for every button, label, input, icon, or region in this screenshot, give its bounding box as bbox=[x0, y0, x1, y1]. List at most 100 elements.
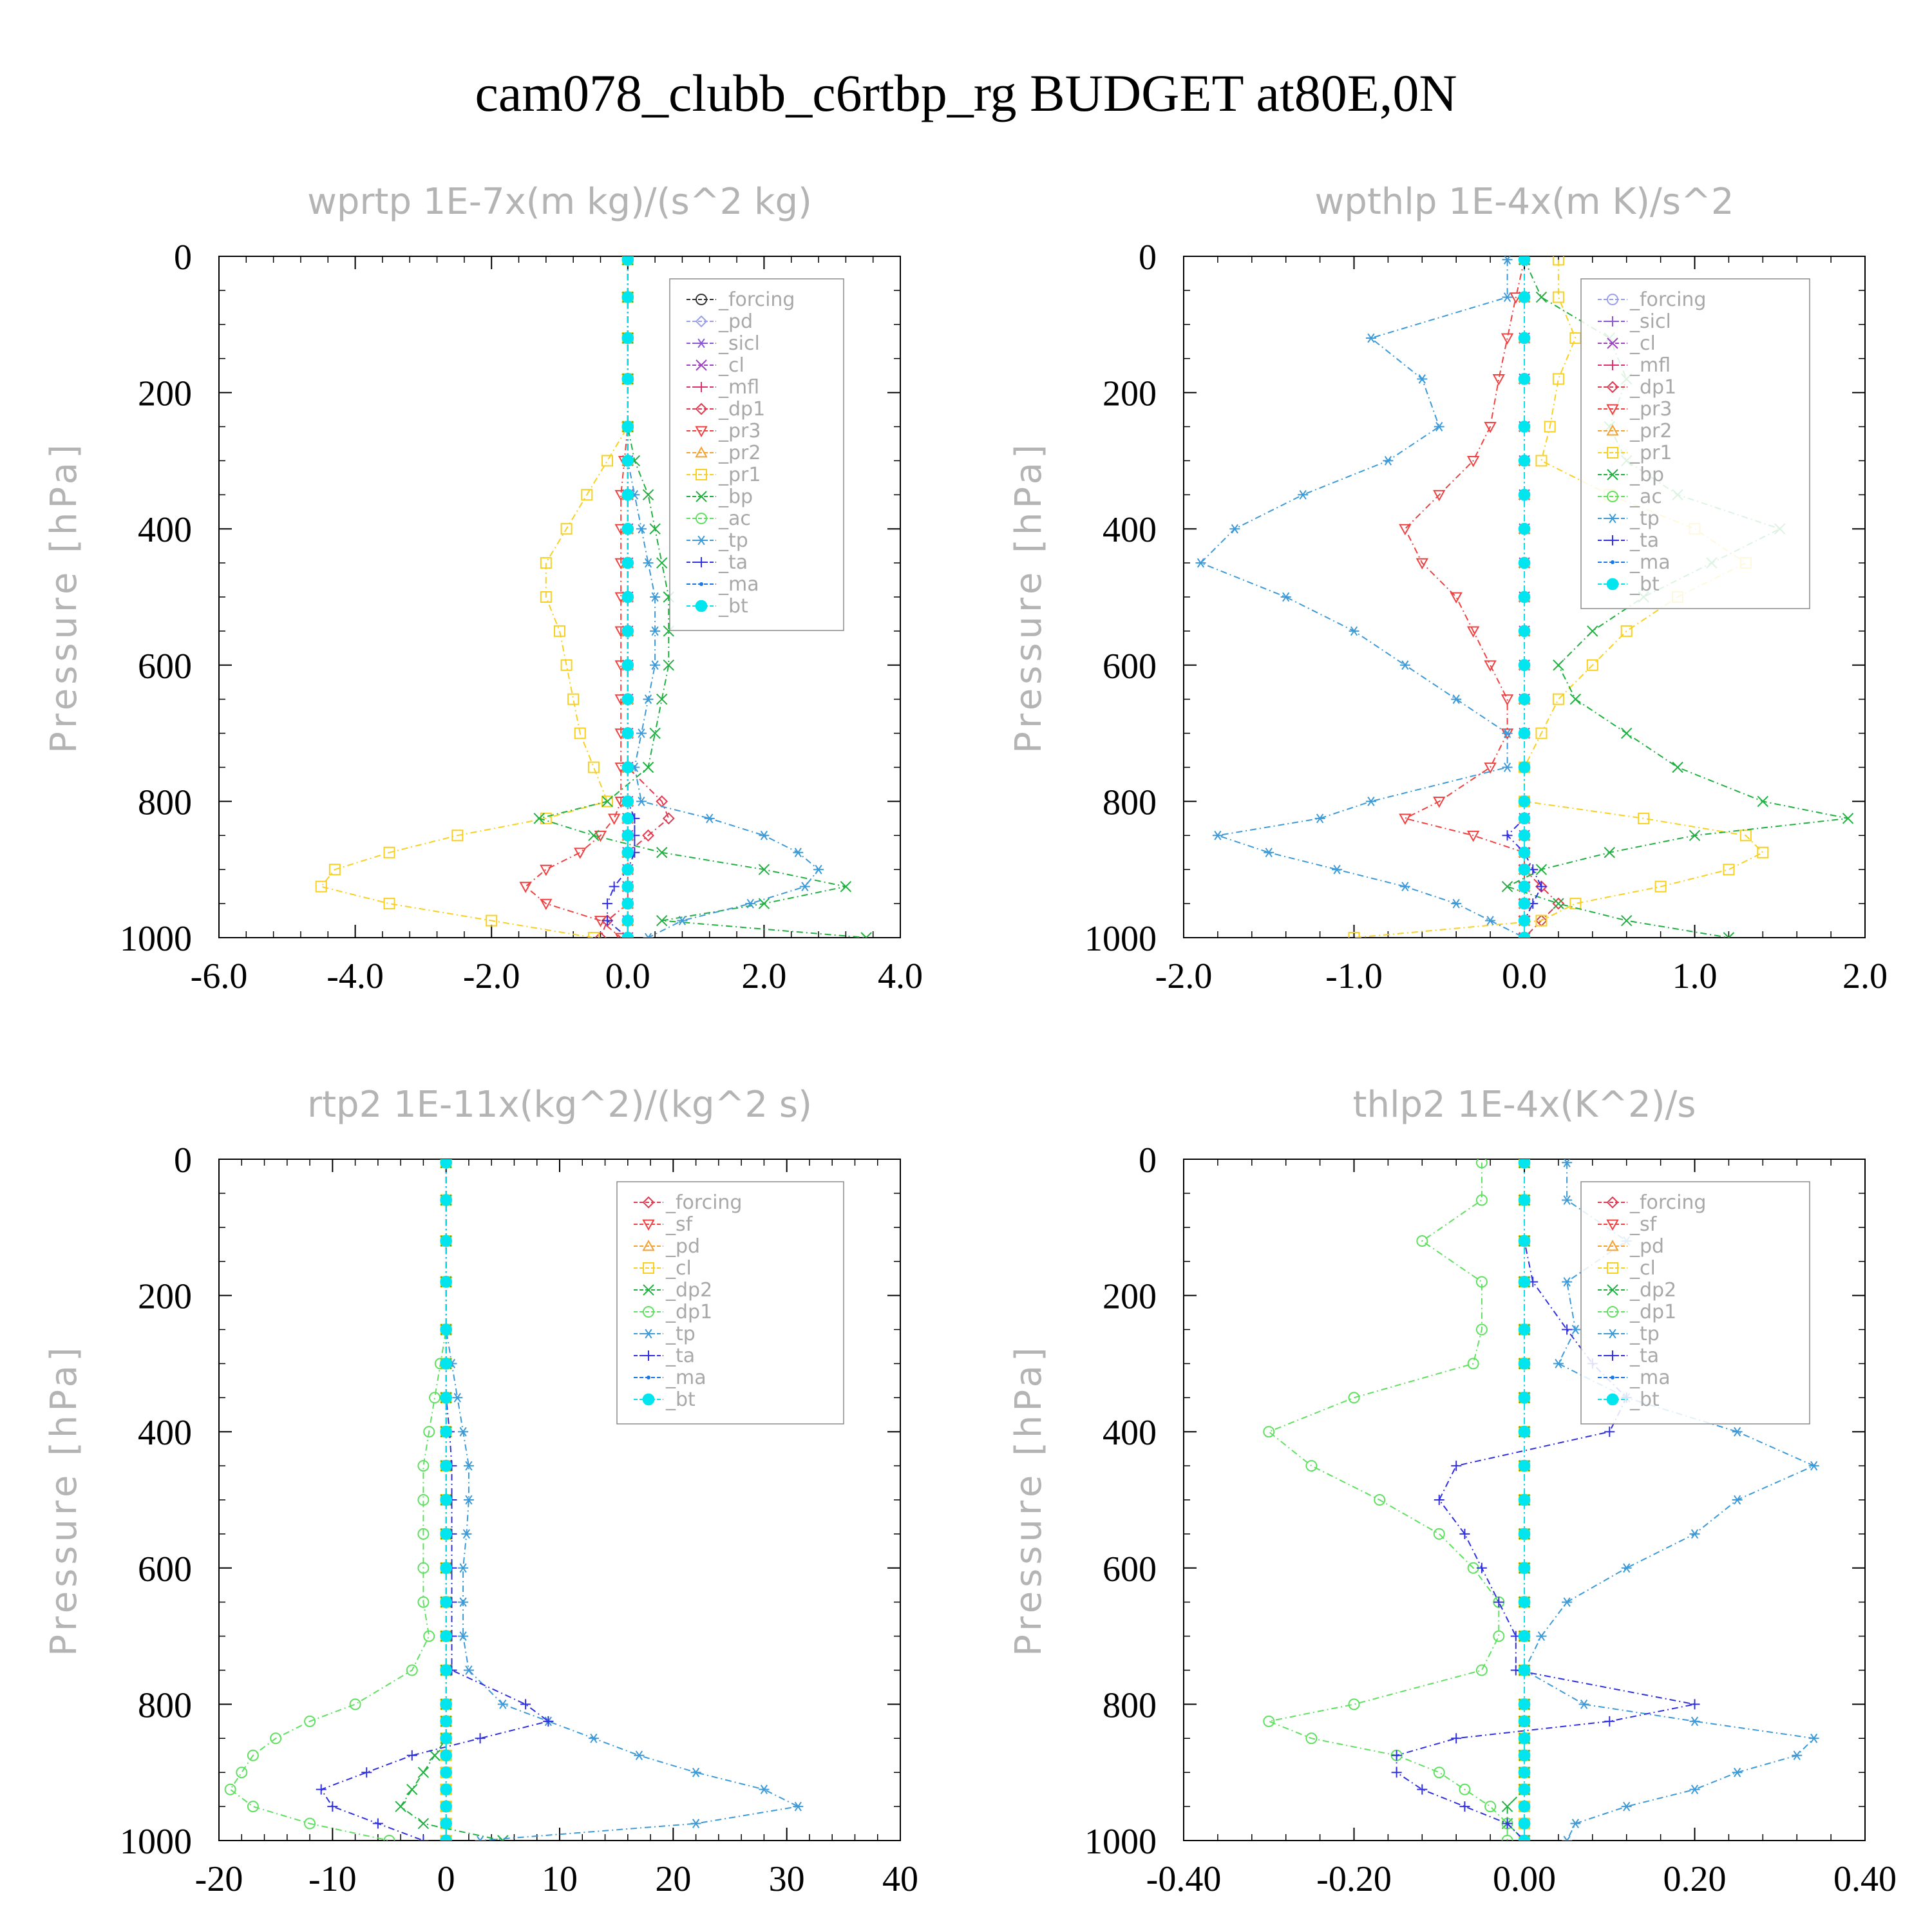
data-point bbox=[1535, 455, 1548, 467]
legend-label: _forcing bbox=[718, 289, 795, 311]
legend-marker bbox=[643, 1262, 654, 1274]
y-tick-label: 1000 bbox=[120, 1822, 192, 1862]
data-point bbox=[1501, 694, 1514, 706]
data-point bbox=[1484, 762, 1497, 774]
legend-marker bbox=[1606, 1393, 1619, 1406]
data-point bbox=[1569, 898, 1582, 910]
data-point bbox=[1518, 291, 1531, 303]
data-point bbox=[1518, 1528, 1531, 1540]
data-point bbox=[601, 795, 614, 808]
legend-marker bbox=[696, 491, 707, 502]
data-point bbox=[649, 727, 661, 739]
data-point bbox=[1792, 1750, 1803, 1761]
data-point bbox=[621, 591, 634, 603]
legend-item: _forcing bbox=[1598, 1191, 1706, 1214]
data-point bbox=[663, 659, 674, 671]
data-point bbox=[636, 728, 647, 738]
data-point bbox=[642, 761, 654, 773]
data-point bbox=[621, 880, 634, 893]
data-point bbox=[1518, 761, 1531, 773]
data-point bbox=[423, 1630, 435, 1642]
legend-marker bbox=[695, 315, 708, 328]
data-point bbox=[1475, 1159, 1488, 1169]
x-tick-label: 10 bbox=[542, 1859, 578, 1899]
data-point bbox=[1518, 1493, 1531, 1506]
legend-item: _tp bbox=[1598, 507, 1660, 530]
x-tick-label: -0.40 bbox=[1146, 1859, 1222, 1899]
legend-label: _sf bbox=[665, 1213, 694, 1236]
data-point bbox=[1263, 1426, 1275, 1438]
legend-item: _dp2 bbox=[1598, 1279, 1676, 1302]
x-tick-label: 0 bbox=[437, 1859, 455, 1899]
data-point bbox=[602, 915, 613, 926]
data-point bbox=[1263, 1715, 1275, 1727]
data-point bbox=[440, 1323, 452, 1336]
data-point bbox=[643, 558, 654, 568]
legend-label: _sicl bbox=[718, 332, 760, 355]
legend-marker bbox=[699, 582, 703, 586]
data-point bbox=[1518, 1766, 1531, 1779]
data-point bbox=[418, 1835, 429, 1841]
data-point bbox=[417, 1766, 430, 1778]
legend-marker bbox=[696, 557, 706, 567]
data-point bbox=[621, 421, 634, 433]
data-point bbox=[463, 1495, 474, 1505]
data-point bbox=[440, 1630, 452, 1642]
y-tick-label: 800 bbox=[138, 1685, 192, 1725]
data-point bbox=[1536, 881, 1547, 892]
data-point bbox=[440, 1392, 452, 1404]
data-point bbox=[1723, 932, 1735, 938]
series-line bbox=[1396, 1162, 1695, 1841]
legend-marker bbox=[695, 446, 708, 458]
data-point bbox=[417, 1562, 430, 1574]
legend-label: _bt bbox=[665, 1388, 696, 1411]
y-tick-label: 1000 bbox=[1084, 919, 1157, 959]
data-point bbox=[609, 881, 620, 892]
data-point bbox=[650, 660, 661, 670]
data-point bbox=[1757, 846, 1769, 858]
data-point bbox=[1391, 1750, 1402, 1761]
legend-label: _pd bbox=[718, 310, 753, 333]
data-point bbox=[1518, 1159, 1531, 1169]
data-point bbox=[1501, 333, 1514, 345]
legend-item: _dp1 bbox=[1598, 376, 1676, 399]
data-point bbox=[1484, 660, 1497, 672]
data-point bbox=[860, 932, 872, 938]
data-point bbox=[1518, 373, 1531, 385]
data-point bbox=[1654, 880, 1667, 893]
legend-item: _mfl bbox=[1598, 354, 1671, 377]
panels: wprtp 1E-7x(m kg)/(s^2 kg) Pressure [hPa]… bbox=[43, 181, 1897, 1899]
legend-marker bbox=[643, 1284, 654, 1296]
data-point bbox=[690, 1767, 701, 1777]
data-point bbox=[328, 864, 341, 876]
data-point bbox=[1466, 830, 1480, 842]
data-point bbox=[1723, 864, 1735, 876]
legend: _forcing_pd_sicl_cl_mfl_dp1_pr3_pr2_pr1_… bbox=[669, 278, 844, 631]
data-point bbox=[1578, 1700, 1589, 1709]
data-point bbox=[642, 829, 654, 842]
data-point bbox=[1450, 592, 1463, 604]
data-point bbox=[417, 1494, 430, 1506]
data-point bbox=[1757, 795, 1769, 808]
data-point bbox=[1399, 813, 1412, 825]
x-tick-label: -4.0 bbox=[327, 956, 384, 996]
series-dp1 bbox=[1263, 1159, 1513, 1841]
data-point bbox=[607, 813, 621, 825]
legend-label: _pr2 bbox=[718, 442, 761, 464]
data-point bbox=[440, 1493, 452, 1506]
data-point bbox=[1475, 1276, 1488, 1288]
data-point bbox=[383, 1835, 395, 1841]
series-line bbox=[1403, 260, 1525, 938]
x-tick-label: 20 bbox=[655, 1859, 691, 1899]
legend-label: _forcing bbox=[1629, 289, 1706, 311]
data-point bbox=[1484, 422, 1497, 433]
legend-item: _pd bbox=[687, 310, 753, 333]
data-point bbox=[1451, 1733, 1462, 1744]
data-point bbox=[1518, 1783, 1531, 1795]
y-tick-label: 400 bbox=[138, 510, 192, 550]
legend-item: _bt bbox=[687, 595, 748, 618]
data-point bbox=[1484, 1801, 1497, 1813]
data-point bbox=[383, 846, 395, 858]
x-tick-label: 30 bbox=[769, 1859, 805, 1899]
data-point bbox=[650, 626, 661, 636]
